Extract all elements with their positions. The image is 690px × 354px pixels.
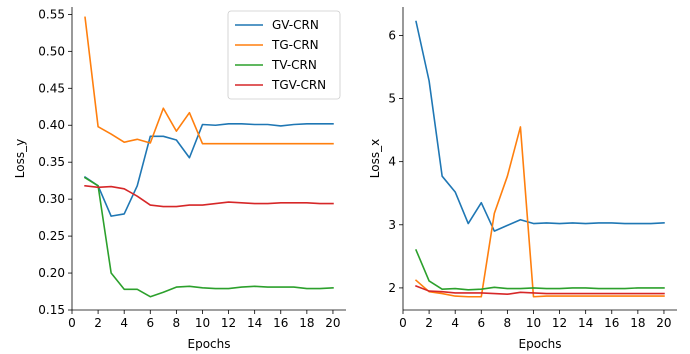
x-tick-label: 18: [630, 316, 645, 330]
legend-entry-tg-crn: TG-CRN: [271, 38, 319, 52]
x-tick-label: 14: [247, 316, 262, 330]
legend-entry-gv-crn: GV-CRN: [272, 18, 319, 32]
y-tick-label: 6: [388, 28, 396, 42]
series-line-tv-crn: [415, 248, 665, 291]
y-axis-label: Loss_y: [13, 139, 27, 178]
y-tick-label: 0.25: [38, 229, 65, 243]
y-tick-label: 3: [388, 218, 396, 232]
x-tick-label: 14: [578, 316, 593, 330]
y-tick-label: 2: [388, 281, 396, 295]
legend-entry-tv-crn: TV-CRN: [271, 58, 317, 72]
series-line-gv-crn: [83, 122, 334, 217]
y-tick-label: 0.50: [38, 44, 65, 58]
x-tick-label: 2: [94, 316, 102, 330]
series-line-tv-crn: [83, 176, 334, 298]
y-axis-label: Loss_x: [368, 139, 382, 178]
y-tick-label: 0.45: [38, 81, 65, 95]
y-tick-label: 0.20: [38, 266, 65, 280]
x-tick-label: 0: [68, 316, 76, 330]
x-axis-label: Epochs: [519, 337, 562, 351]
y-tick-label: 5: [388, 92, 396, 106]
x-tick-label: 2: [425, 316, 433, 330]
series-line-tgv-crn: [84, 184, 334, 208]
legend: GV-CRN TG-CRN TV-CRN TGV-CRN: [227, 10, 341, 100]
x-tick-label: 20: [656, 316, 671, 330]
x-tick-label: 4: [451, 316, 459, 330]
y-tick-label: 0.55: [38, 7, 65, 21]
x-tick-label: 16: [273, 316, 288, 330]
x-tick-label: 8: [173, 316, 181, 330]
x-tick-label: 12: [221, 316, 236, 330]
series-line-gv-crn: [415, 20, 665, 232]
legend-entry-tgv-crn: TGV-CRN: [271, 78, 326, 92]
x-tick-label: 6: [477, 316, 485, 330]
legend-frame: [227, 10, 341, 100]
x-tick-label: 0: [399, 316, 407, 330]
series-line-tg-crn: [414, 126, 665, 298]
chart-panel-2: 0 2 4 6 8 10 12 14 16 18 20 2 3 4 5 6 Epochs Loss_x: [368, 7, 677, 351]
x-tick-label: 8: [504, 316, 512, 330]
y-tick-label: 0.35: [38, 155, 65, 169]
x-tick-label: 6: [146, 316, 154, 330]
x-tick-label: 10: [526, 316, 541, 330]
x-tick-label: 10: [195, 316, 210, 330]
y-tick-label: 0.15: [38, 303, 65, 317]
x-tick-label: 20: [325, 316, 340, 330]
chart-panel-1: 0 2 4 6 8 10 12 14 16 18 20 0.15 0.20 0.25 0.30 0.35 0.4…: [13, 7, 346, 351]
x-tick-label: 12: [552, 316, 567, 330]
y-tick-label: 0.40: [38, 118, 65, 132]
x-tick-label: 16: [604, 316, 619, 330]
x-tick-label: 18: [299, 316, 314, 330]
y-tick-label: 4: [388, 155, 396, 169]
series-line-tg-crn: [84, 16, 334, 145]
x-axis-label: Epochs: [188, 337, 231, 351]
series-line-tgv-crn: [415, 284, 665, 296]
x-tick-label: 4: [120, 316, 128, 330]
y-tick-label: 0.30: [38, 192, 65, 206]
